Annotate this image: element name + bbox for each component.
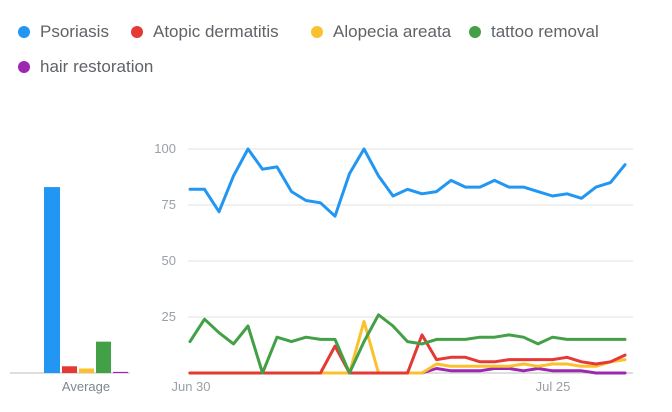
- average-bar-alopecia-areata: [79, 368, 94, 373]
- y-tick-label-25: 25: [162, 309, 176, 324]
- legend-item-tattoo-removal[interactable]: tattoo removal: [469, 22, 599, 42]
- legend-label: Alopecia areata: [333, 22, 452, 41]
- x-tick-label-jul-25: Jul 25: [536, 379, 571, 394]
- average-bar-atopic-dermatitis: [62, 366, 77, 373]
- legend-label: Psoriasis: [40, 22, 109, 41]
- x-tick-label-jun-30: Jun 30: [171, 379, 210, 394]
- average-bar-hair-restoration: [113, 371, 128, 373]
- legend-label: Atopic dermatitis: [153, 22, 279, 41]
- legend-item-atopic-dermatitis[interactable]: Atopic dermatitis: [131, 22, 279, 42]
- legend-item-hair-restoration[interactable]: hair restoration: [18, 57, 153, 77]
- legend-dot-icon: [18, 26, 30, 38]
- series-line-tattoo-removal: [188, 313, 627, 375]
- legend-item-psoriasis[interactable]: Psoriasis: [18, 22, 109, 42]
- legend-item-alopecia-areata[interactable]: Alopecia areata: [311, 22, 451, 42]
- legend-dot-icon: [18, 61, 30, 73]
- legend-label: hair restoration: [40, 57, 154, 76]
- legend-dot-icon: [311, 26, 323, 38]
- average-bar-tattoo-removal: [96, 341, 111, 373]
- legend-dot-icon: [469, 26, 481, 38]
- series-line-psoriasis: [188, 147, 627, 218]
- y-tick-label-100: 100: [154, 141, 176, 156]
- average-bar-psoriasis: [44, 187, 60, 373]
- average-label: Average: [62, 379, 110, 394]
- y-tick-label-75: 75: [162, 197, 176, 212]
- legend-dot-icon: [131, 26, 143, 38]
- chart-legend: Psoriasis Atopic dermatitis Alopecia areat…: [0, 0, 672, 100]
- legend-label: tattoo removal: [491, 22, 599, 41]
- y-tick-label-50: 50: [162, 253, 176, 268]
